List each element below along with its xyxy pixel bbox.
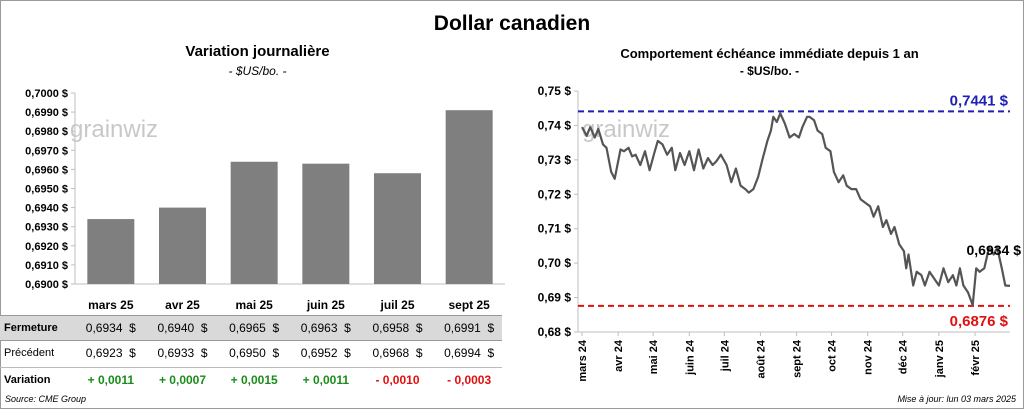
line-y-tick-label: 0,70 $	[538, 256, 572, 270]
line-x-tick-label: févr 25	[970, 340, 982, 375]
line-x-tick-label: avr 24	[613, 339, 625, 372]
bar	[159, 207, 206, 284]
bar	[230, 161, 278, 284]
line-x-tick-label: juil 24	[719, 339, 731, 372]
bar-x-tick-label: juin 25	[306, 298, 345, 312]
line-y-tick-label: 0,72 $	[538, 187, 572, 201]
bar-y-tick-label: 0,6910 $	[25, 260, 68, 272]
line-x-tick-label: janv 25	[934, 340, 946, 378]
table-cell: 0,6952 $	[300, 346, 351, 360]
table-row-label: Fermeture	[4, 322, 58, 334]
bar-y-tick-label: 0,6980 $	[25, 126, 68, 138]
reference-line-label: 0,6876 $	[950, 313, 1009, 330]
source-note: Source: CME Group	[5, 394, 87, 404]
bar-x-tick-label: juil 25	[379, 298, 414, 312]
table-cell: 0,6958 $	[372, 321, 423, 335]
bar-y-tick-label: 0,6930 $	[25, 222, 68, 234]
table-row: Variation + 0,0011 + 0,0007 + 0,0015 + 0,001…	[0, 367, 502, 392]
table-cell: 0,6963 $	[300, 321, 351, 335]
bar-y-tick-label: 0,6950 $	[25, 184, 68, 196]
table-cell: + 0,0007	[158, 373, 207, 387]
line-chart-subtitle: - $US/bo. -	[739, 64, 800, 78]
line-y-tick-label: 0,75 $	[538, 84, 572, 98]
table-row: Fermeture 0,6934 $ 0,6940 $ 0,6965 $ 0,6963 …	[0, 315, 502, 341]
bar-y-tick-label: 0,6900 $	[25, 279, 68, 291]
series-line	[581, 112, 1011, 307]
line-x-tick-label: oct 24	[827, 339, 839, 372]
line-x-tick-label: nov 24	[863, 339, 875, 375]
table-cell: 0,6965 $	[229, 321, 280, 335]
line-x-tick-label: juin 24	[684, 339, 696, 376]
line-x-tick-label: mars 24	[577, 339, 589, 381]
line-x-tick-label: sept 24	[792, 339, 804, 378]
line-y-tick-label: 0,71 $	[538, 222, 572, 236]
line-x-tick-label: août 24	[755, 339, 767, 378]
bar-chart-subtitle: - $US/bo. -	[228, 64, 287, 78]
line-y-tick-label: 0,74 $	[538, 118, 572, 132]
main-title: Dollar canadien	[433, 12, 591, 35]
table-cell: 0,6923 $	[85, 346, 136, 360]
bar-y-tick-label: 0,7000 $	[25, 88, 68, 100]
table-row-label: Précédent	[4, 347, 55, 359]
update-note: Mise à jour: lun 03 mars 2025	[897, 394, 1016, 404]
line-y-tick-label: 0,73 $	[538, 153, 572, 167]
watermark-left: grainwiz	[70, 116, 158, 143]
table-cell: - 0,0003	[447, 373, 492, 387]
table-cell: 0,6994 $	[444, 346, 495, 360]
table-cell: + 0,0015	[230, 373, 278, 387]
table-cell: - 0,0010	[375, 373, 420, 387]
bar	[445, 110, 493, 284]
bar-y-tick-label: 0,6970 $	[25, 145, 68, 157]
table-row-label: Variation	[4, 374, 51, 386]
table-cell: 0,6940 $	[157, 321, 208, 335]
bar	[87, 219, 135, 284]
last-value-label: 0,6934 $	[967, 242, 1022, 258]
table-cell: 0,6950 $	[229, 346, 280, 360]
table-cell: 0,6968 $	[372, 346, 423, 360]
line-x-tick-label: déc 24	[898, 339, 910, 374]
line-chart-title: Comportement échéance immédiate depuis 1…	[620, 46, 919, 61]
bar-x-tick-label: avr 25	[165, 298, 200, 312]
bar-y-tick-label: 0,6940 $	[25, 203, 68, 215]
table-cell: 0,6934 $	[85, 321, 136, 335]
line-y-tick-label: 0,68 $	[538, 325, 572, 339]
reference-line-label: 0,7441 $	[950, 92, 1009, 109]
bar	[302, 163, 350, 284]
bar-chart-title: Variation journalière	[185, 43, 330, 60]
table-cell: 0,6991 $	[444, 321, 495, 335]
table-cell: + 0,0011	[87, 373, 135, 387]
bar-y-tick-label: 0,6990 $	[25, 107, 68, 119]
bar-x-tick-label: sept 25	[448, 298, 490, 312]
bar-y-tick-label: 0,6960 $	[25, 164, 68, 176]
watermark-right: grainwiz	[582, 116, 670, 143]
line-x-tick-label: mai 24	[648, 339, 660, 374]
table-row: Précédent 0,6923 $ 0,6933 $ 0,6950 $ 0,6952 …	[0, 341, 502, 365]
bar-y-tick-label: 0,6920 $	[25, 241, 68, 253]
bar-x-tick-label: mai 25	[235, 298, 273, 312]
bar-x-tick-label: mars 25	[88, 298, 134, 312]
line-y-tick-label: 0,69 $	[538, 291, 572, 305]
table-cell: + 0,0011	[302, 373, 350, 387]
table-cell: 0,6933 $	[157, 346, 208, 360]
bar	[374, 173, 421, 284]
